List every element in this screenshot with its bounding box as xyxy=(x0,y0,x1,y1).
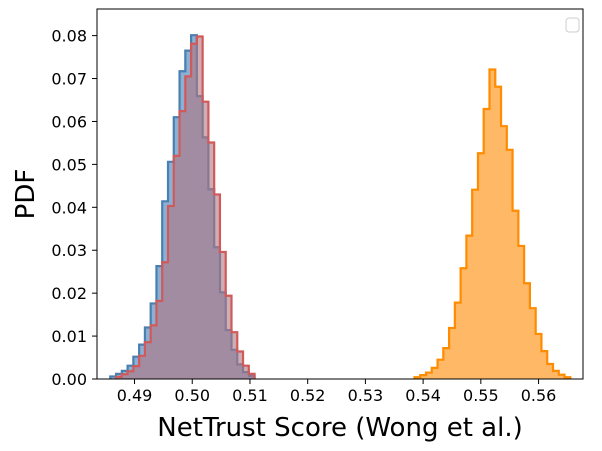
histogram-fill-series-3 xyxy=(414,69,571,380)
x-tick-label: 0.49 xyxy=(117,386,153,405)
legend-box xyxy=(565,17,580,33)
y-tick-label: 0.07 xyxy=(51,70,87,89)
y-tick-label: 0.01 xyxy=(51,327,87,346)
y-tick-label: 0.00 xyxy=(51,370,87,389)
x-tick-label: 0.54 xyxy=(405,386,441,405)
histogram-outline-series-2 xyxy=(114,35,256,379)
x-tick-label: 0.50 xyxy=(174,386,210,405)
histogram-fill-series-2 xyxy=(116,36,255,379)
ticks-layer: 0.49 0.50 0.51 0.52 0.53 0.54 0.55 0.56 0.00 0.01… xyxy=(51,27,556,405)
x-tick-label: 0.56 xyxy=(521,386,557,405)
y-tick-label: 0.03 xyxy=(51,241,87,260)
plot-frame xyxy=(96,8,584,380)
y-tick-label: 0.02 xyxy=(51,284,87,303)
x-tick-label: 0.52 xyxy=(290,386,326,405)
histogram-outline-series-3 xyxy=(413,68,572,379)
y-tick-label: 0.05 xyxy=(51,155,87,174)
x-tick-label: 0.55 xyxy=(463,386,499,405)
x-tick-label: 0.51 xyxy=(232,386,268,405)
y-tick-label: 0.04 xyxy=(51,198,87,217)
y-axis-label: PDF xyxy=(11,169,41,220)
x-tick-label: 0.53 xyxy=(348,386,384,405)
series-layer xyxy=(109,34,572,380)
y-tick-label: 0.06 xyxy=(51,112,87,131)
x-axis-label: NetTrust Score (Wong et al.) xyxy=(157,413,522,443)
y-tick-label: 0.08 xyxy=(51,27,87,46)
